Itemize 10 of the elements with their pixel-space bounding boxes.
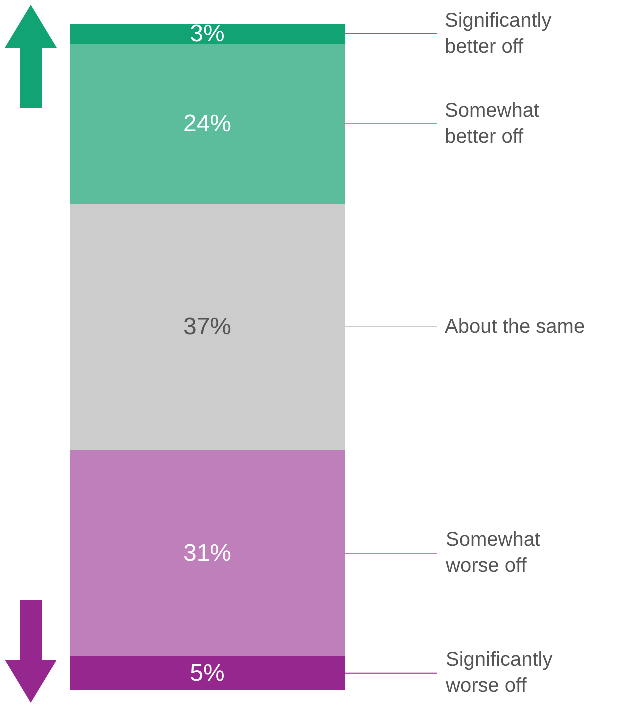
legend-label: About the same xyxy=(445,316,586,338)
data-label: 31% xyxy=(183,540,232,567)
legend-label: Somewhat better off xyxy=(445,100,540,148)
legend-label: Significantly worse off xyxy=(445,649,553,697)
data-label: 37% xyxy=(183,314,232,341)
legend-label: Significantly better off xyxy=(445,10,552,58)
legend-label: Somewhat worse off xyxy=(445,529,541,577)
data-label: 3% xyxy=(190,20,225,48)
data-label: 5% xyxy=(190,660,225,687)
data-label: 24% xyxy=(183,110,232,138)
